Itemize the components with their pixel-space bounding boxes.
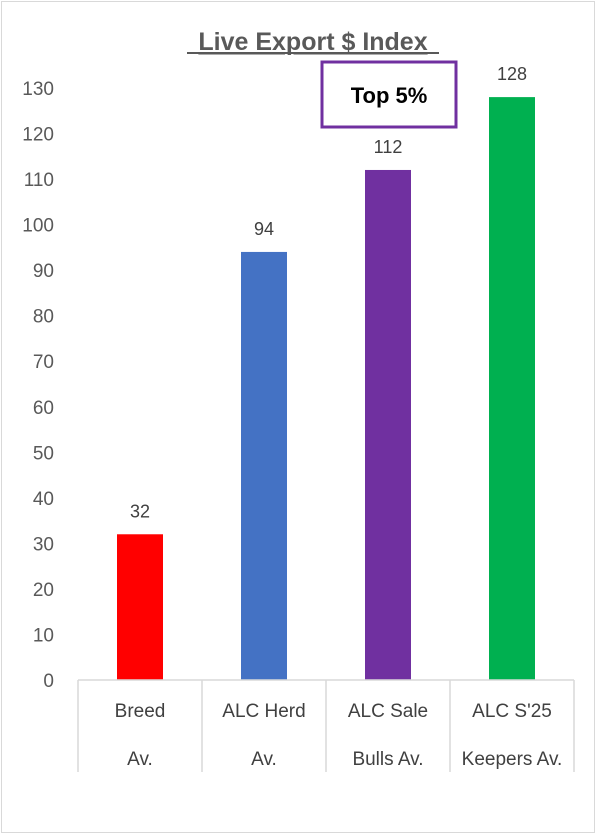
category-label: ALC Sale bbox=[348, 701, 428, 722]
bars: 32 94 112 128 bbox=[117, 64, 535, 681]
bar bbox=[241, 251, 287, 680]
annotation-text: Top 5% bbox=[351, 83, 428, 108]
y-tick-label: 40 bbox=[33, 489, 54, 510]
category-label: Av. bbox=[251, 749, 277, 770]
y-tick-label: 20 bbox=[33, 580, 54, 601]
data-label: 94 bbox=[254, 219, 274, 239]
category-label: ALC S'25 bbox=[472, 701, 552, 722]
category-label: Av. bbox=[127, 749, 153, 770]
y-tick-label: 60 bbox=[33, 398, 54, 419]
data-label: 112 bbox=[374, 137, 403, 157]
y-tick-label: 120 bbox=[22, 125, 54, 146]
y-tick-label: 100 bbox=[22, 216, 54, 237]
top-annotation: Top 5% bbox=[320, 60, 458, 129]
y-tick-label: 50 bbox=[33, 443, 54, 464]
y-tick-label: 110 bbox=[24, 170, 54, 191]
chart-title: Live Export $ Index bbox=[198, 28, 427, 56]
y-tick-label: 10 bbox=[33, 625, 54, 646]
x-axis: Breed Av. ALC Herd Av. ALC Sale Bulls Av. ALC … bbox=[77, 679, 575, 772]
category-label: Keepers Av. bbox=[462, 749, 563, 770]
y-tick-label: 0 bbox=[43, 671, 54, 692]
bar bbox=[489, 97, 535, 681]
y-axis: 0 10 20 30 40 50 60 70 80 90 100 110 120 130 bbox=[22, 79, 54, 692]
category-label: Bulls Av. bbox=[352, 749, 423, 770]
bar bbox=[365, 169, 411, 680]
category-label: ALC Herd bbox=[222, 701, 305, 722]
bar bbox=[117, 534, 163, 680]
y-tick-label: 130 bbox=[22, 79, 54, 100]
y-tick-label: 80 bbox=[33, 307, 54, 328]
y-tick-label: 30 bbox=[33, 534, 54, 555]
data-label: 32 bbox=[130, 501, 150, 521]
y-tick-label: 70 bbox=[33, 352, 54, 373]
annotation-box bbox=[320, 60, 458, 129]
y-tick-label: 90 bbox=[33, 261, 54, 282]
category-label: Breed bbox=[115, 701, 166, 722]
data-label: 128 bbox=[497, 64, 527, 84]
